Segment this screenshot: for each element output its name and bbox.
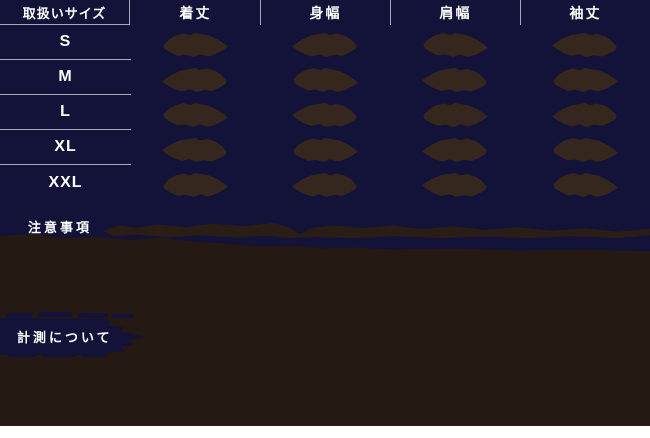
redacted-value-blob [162, 67, 228, 93]
size-row-label-xxl: XXL [48, 173, 83, 191]
redacted-value-blob [292, 101, 359, 129]
redaction-remnant [81, 353, 109, 357]
redacted-value-blob [422, 31, 489, 59]
size-row-label-l: L [0, 95, 131, 130]
redacted-value-blob [422, 137, 488, 163]
column-header-length: 着丈 [179, 4, 212, 21]
redacted-value-blob [423, 103, 488, 127]
redacted-value-blob [162, 101, 229, 129]
redacted-value-blob [162, 136, 229, 164]
redacted-value-blob [292, 32, 358, 58]
redacted-value-blob [552, 102, 618, 128]
redaction-remnant [111, 314, 135, 318]
redacted-value-blob [292, 172, 358, 198]
redacted-value-blob [422, 66, 489, 94]
redaction-remnant [5, 313, 33, 318]
redaction-remnant [7, 353, 37, 357]
size-row-label-s: S [0, 25, 131, 60]
redaction-remnant [77, 313, 109, 318]
redacted-value-blob [422, 171, 489, 199]
column-header-body-width: 身幅 [260, 0, 390, 25]
size-row-label-m: M [0, 60, 131, 95]
redacted-value-blob [553, 68, 618, 92]
size-row-label-xl: XL [0, 130, 131, 165]
redacted-value-blob [552, 136, 619, 164]
redacted-text-line [103, 222, 650, 238]
column-header-sleeve-length: 袖丈 [520, 0, 650, 25]
redacted-value-blob [552, 31, 619, 59]
redaction-remnant [41, 352, 77, 357]
redacted-value-blob [163, 33, 228, 57]
size-column-header: 取扱いサイズ [0, 0, 130, 25]
size-chart-panel: 取扱いサイズ 着丈 身幅 肩幅 袖丈 S M L XL XXL [0, 0, 650, 252]
redacted-value-blob [292, 66, 359, 94]
column-header-shoulder-width: 肩幅 [390, 0, 520, 25]
redacted-value-blob [293, 138, 358, 162]
redaction-remnant [37, 312, 73, 317]
measurement-section-title: 計測について [17, 330, 113, 345]
redacted-value-blob [552, 171, 619, 199]
redacted-value-blob [163, 173, 228, 197]
notes-section-title: 注意事項 [28, 220, 93, 235]
